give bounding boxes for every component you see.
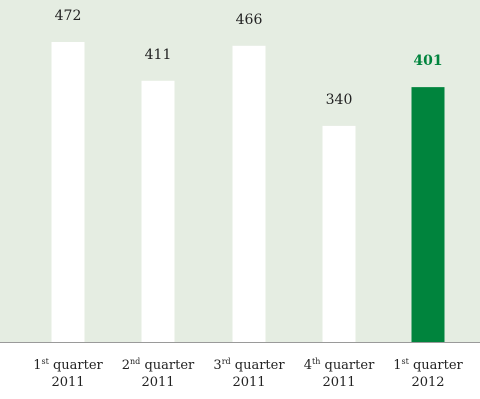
bar-4 xyxy=(322,125,356,342)
x-tick-label-quarter: 3rd quarter xyxy=(213,357,285,374)
bar-value-label-5: 401 xyxy=(413,53,442,69)
x-tick-label-1: 1st quarter 2011 xyxy=(20,357,116,391)
bar-2 xyxy=(141,80,175,343)
bar-value-label-3: 466 xyxy=(236,12,263,28)
bar-1 xyxy=(51,42,85,342)
bar-value-label-1: 472 xyxy=(55,8,82,24)
ordinal-suffix: nd xyxy=(130,357,141,366)
x-tick-label-2: 2nd quarter 2011 xyxy=(110,357,206,391)
bar-3 xyxy=(232,45,266,342)
x-tick-label-5: 1st quarter 2012 xyxy=(380,357,476,391)
x-tick-label-year: 2011 xyxy=(232,375,266,390)
x-tick-label-year: 2011 xyxy=(141,375,175,390)
x-tick-label-year: 2012 xyxy=(411,375,445,390)
x-tick-label-year: 2011 xyxy=(322,375,356,390)
bar-chart: 472 411 466 340 401 xyxy=(0,8,480,343)
ordinal-suffix: th xyxy=(311,357,321,366)
x-tick-label-4: 4th quarter 2011 xyxy=(291,357,387,391)
chart-plot-area: 472 411 466 340 401 xyxy=(0,0,480,343)
bar-value-label-2: 411 xyxy=(145,47,172,63)
x-tick-label-quarter: 4th quarter xyxy=(303,357,375,374)
ordinal-suffix: rd xyxy=(221,357,231,366)
x-tick-label-quarter: 1st quarter xyxy=(393,357,463,374)
ordinal-suffix: st xyxy=(401,357,409,366)
x-tick-label-quarter: 2nd quarter xyxy=(121,357,195,374)
x-tick-label-quarter: 1st quarter xyxy=(33,357,103,374)
bar-value-label-4: 340 xyxy=(326,92,353,108)
ordinal-suffix: st xyxy=(41,357,49,366)
bar-5 xyxy=(411,87,445,342)
x-tick-label-3: 3rd quarter 2011 xyxy=(201,357,297,391)
x-tick-label-year: 2011 xyxy=(51,375,85,390)
